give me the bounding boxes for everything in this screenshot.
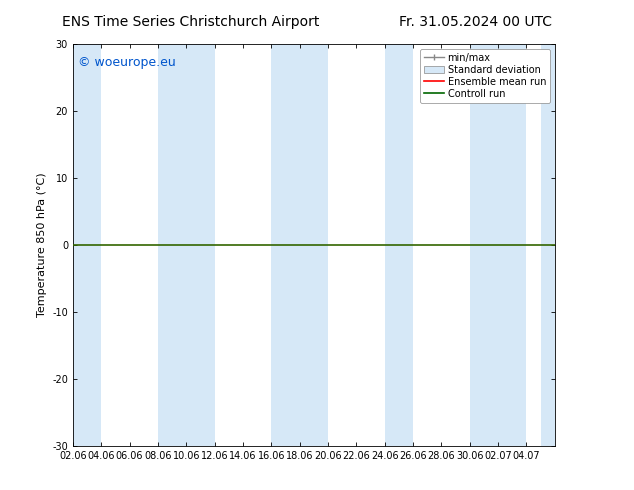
Bar xyxy=(158,44,186,446)
Bar xyxy=(271,44,300,446)
Bar xyxy=(470,44,498,446)
Bar xyxy=(385,44,413,446)
Bar xyxy=(498,44,526,446)
Legend: min/max, Standard deviation, Ensemble mean run, Controll run: min/max, Standard deviation, Ensemble me… xyxy=(420,49,550,102)
Text: ENS Time Series Christchurch Airport: ENS Time Series Christchurch Airport xyxy=(61,15,319,29)
Bar xyxy=(186,44,215,446)
Bar xyxy=(73,44,101,446)
Y-axis label: Temperature 850 hPa (°C): Temperature 850 hPa (°C) xyxy=(37,172,47,318)
Text: © woeurope.eu: © woeurope.eu xyxy=(78,56,176,69)
Text: Fr. 31.05.2024 00 UTC: Fr. 31.05.2024 00 UTC xyxy=(399,15,552,29)
Bar xyxy=(541,44,555,446)
Bar xyxy=(300,44,328,446)
